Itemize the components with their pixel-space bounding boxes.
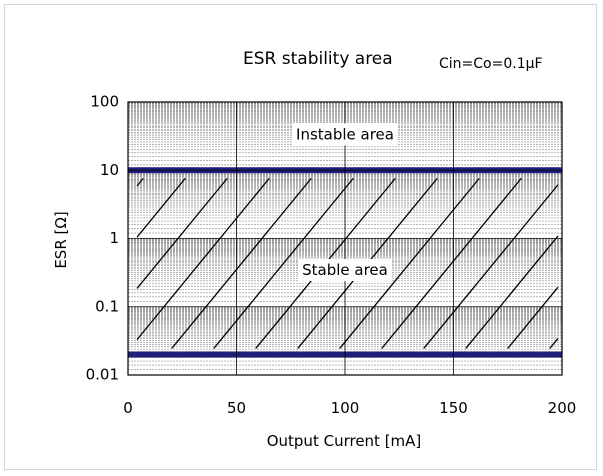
hatch-line [213,177,354,349]
y-axis-tick-labels: 100 10 1 0.1 0.01 [86,93,119,384]
hatch-line [136,177,186,238]
hatch-line [549,338,559,349]
x-tick-label: 100 [331,399,360,417]
x-axis-label: Output Current [mA] [267,432,422,450]
hatch-line [136,177,228,289]
y-tick-label: 0.1 [95,297,119,315]
hatch-line [339,177,480,349]
hatch-line [171,177,312,349]
x-tick-label: 50 [227,399,246,417]
hatch-line [136,177,144,187]
hatch-line [381,177,522,349]
chart-subtitle: Cin=Co=0.1µF [439,56,543,72]
hatch-line [136,177,270,341]
y-axis-label: ESR [Ω] [52,211,70,268]
x-tick-label: 150 [439,399,468,417]
x-tick-label: 200 [548,399,577,417]
chart-title: ESR stability area [243,49,393,69]
stable-label-background [298,258,392,281]
instable-label-background [292,123,398,146]
x-tick-label: 0 [123,399,133,417]
y-tick-label: 0.01 [86,366,119,384]
chart-frame [4,4,597,470]
y-tick-label: 1 [109,229,119,247]
stable-area-label: Stable area [302,261,388,279]
x-axis-tick-labels: 0 50 100 150 200 [123,399,576,417]
hatch-line [465,235,559,349]
hatch-line [423,184,559,349]
hatch-line [507,286,559,349]
plot-area-border [127,101,563,376]
y-tick-label: 100 [90,93,119,111]
y-tick-label: 10 [100,161,119,179]
instable-area-label: Instable area [296,125,394,143]
